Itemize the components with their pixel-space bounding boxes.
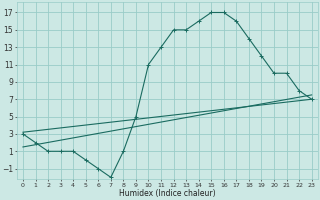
X-axis label: Humidex (Indice chaleur): Humidex (Indice chaleur) [119, 189, 216, 198]
